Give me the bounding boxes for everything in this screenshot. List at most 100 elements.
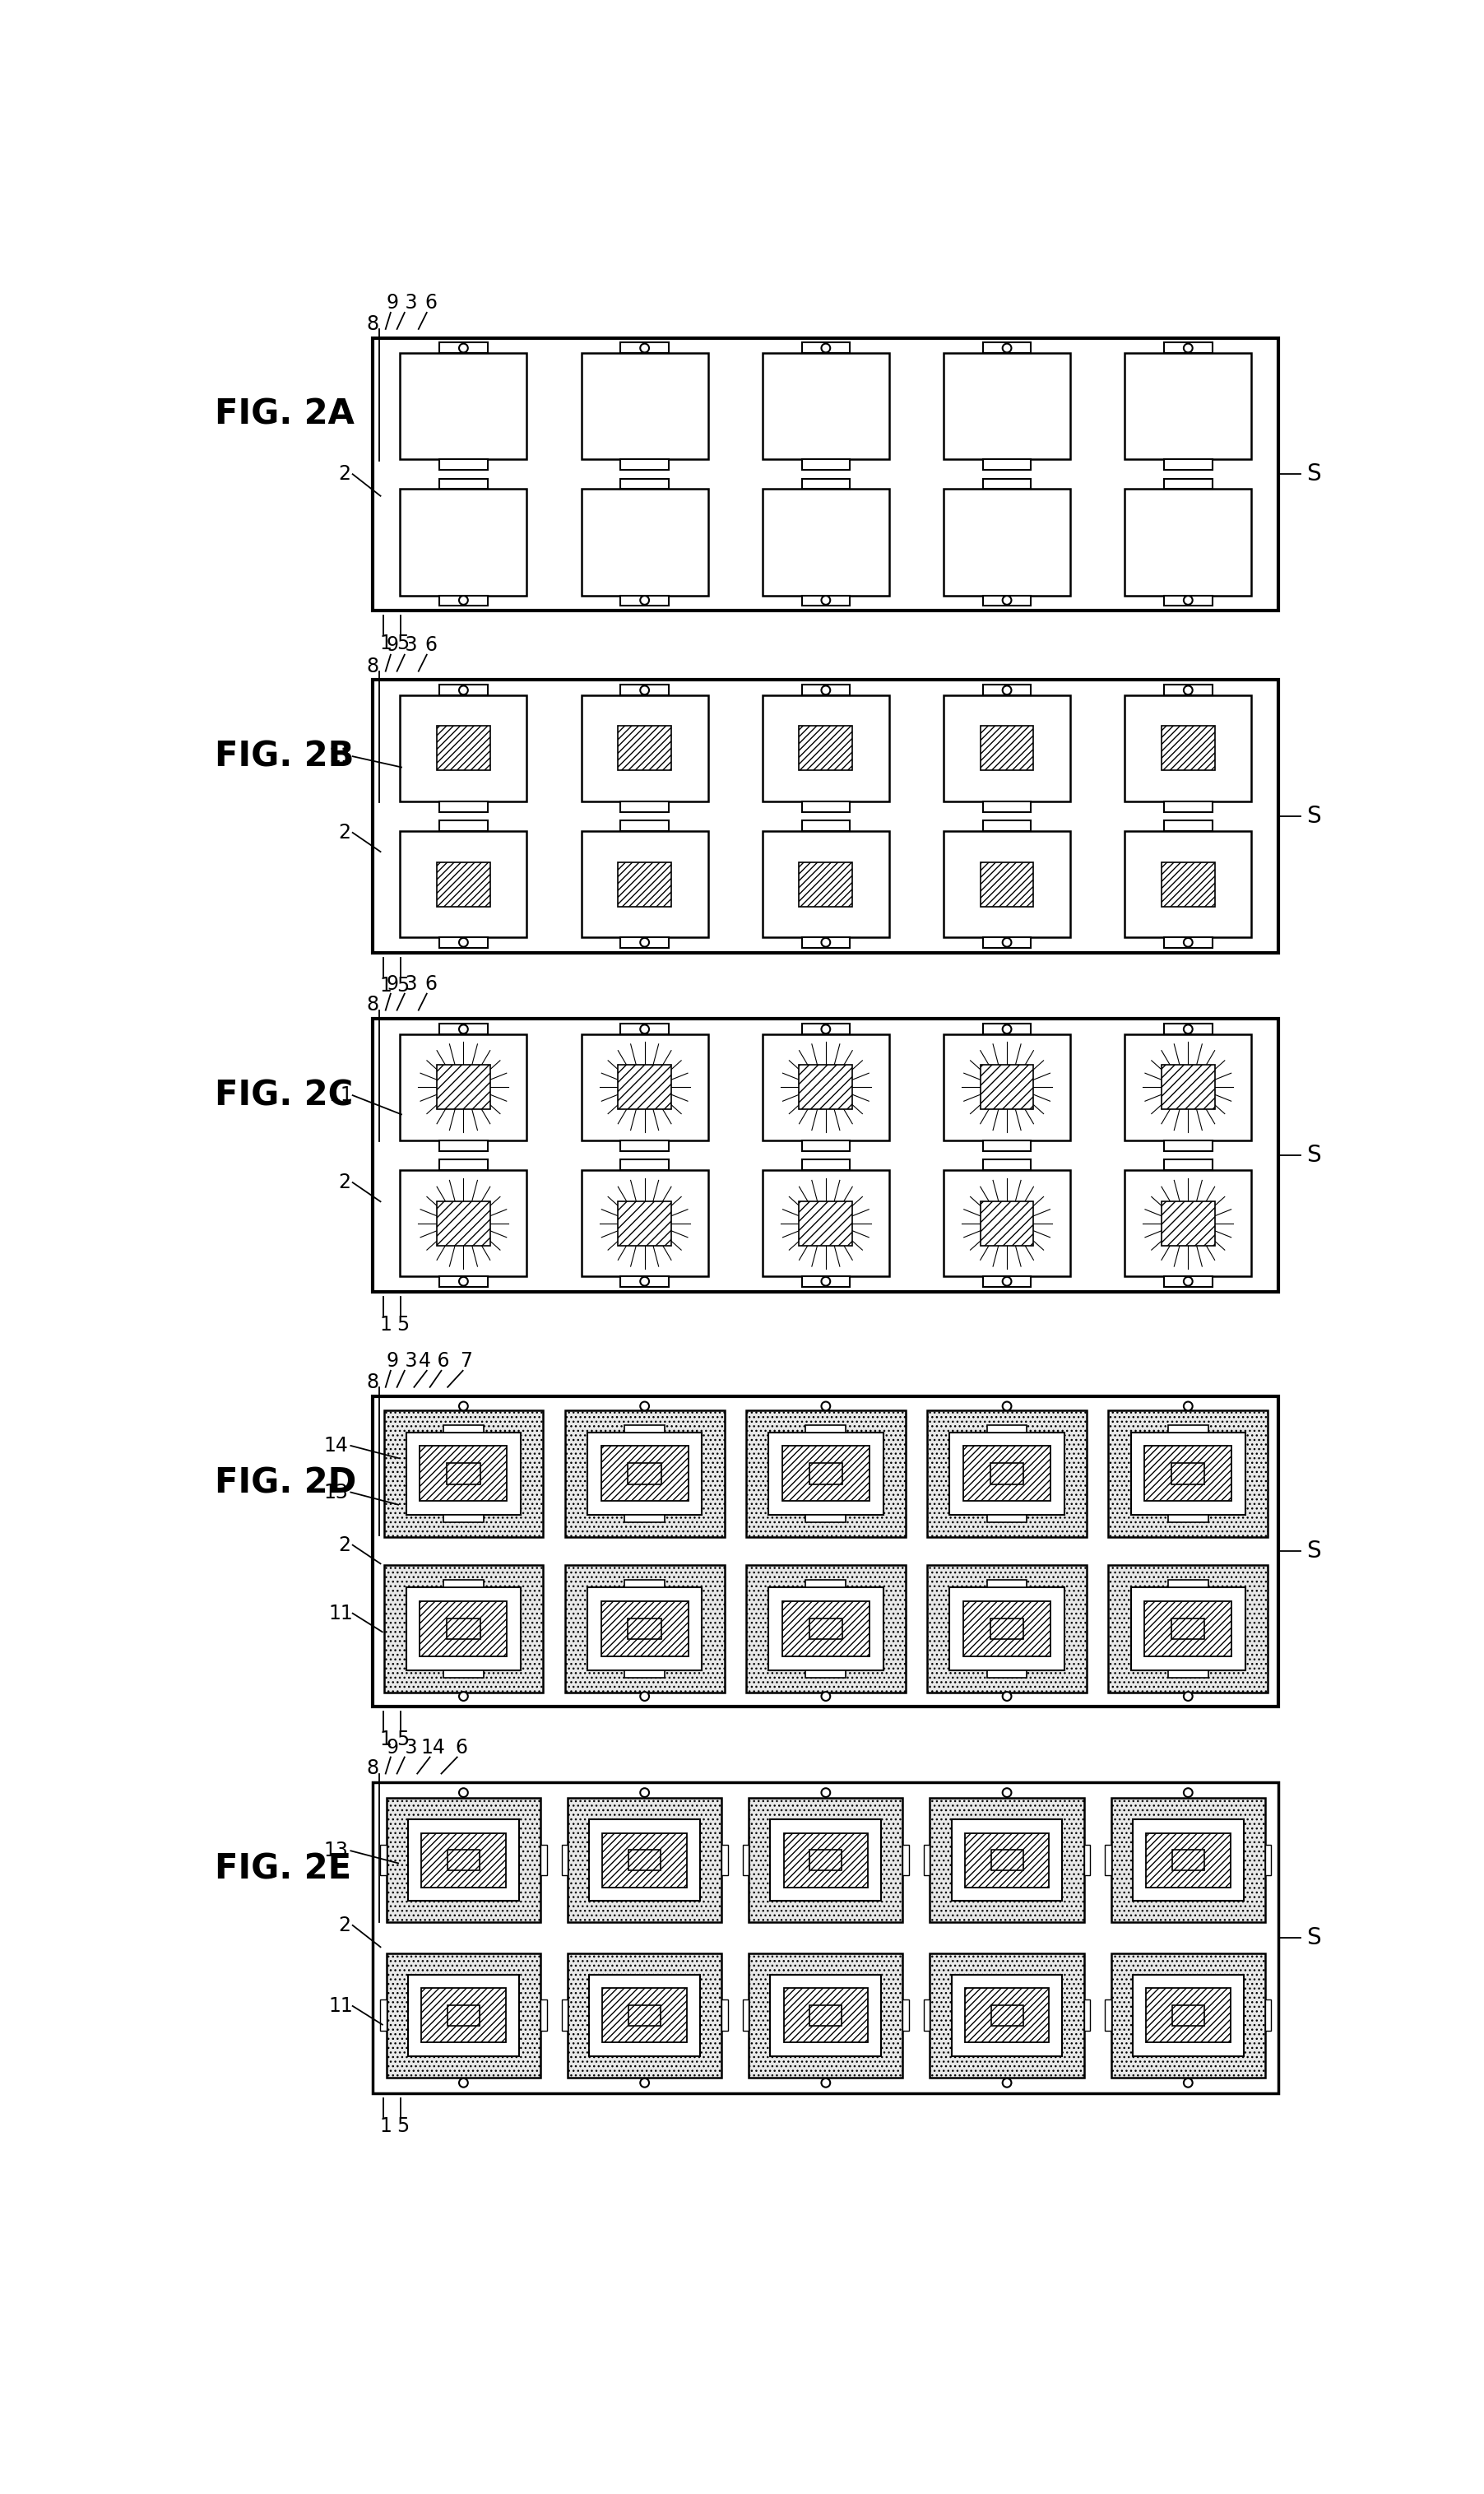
Bar — [1163, 938, 1212, 948]
Text: S: S — [1306, 1145, 1321, 1167]
Circle shape — [1184, 596, 1193, 604]
Circle shape — [1184, 1788, 1193, 1798]
Bar — [801, 1140, 850, 1150]
Bar — [629, 2005, 660, 2025]
Bar — [801, 821, 850, 831]
Bar — [1106, 1846, 1112, 1875]
Bar — [801, 459, 850, 469]
Bar — [806, 1581, 846, 1589]
Bar — [386, 1953, 540, 2078]
Bar — [1163, 342, 1212, 354]
Bar — [810, 1851, 841, 1870]
Bar — [742, 1846, 749, 1875]
Bar — [421, 1833, 506, 1888]
Bar — [963, 1447, 1051, 1501]
Bar — [1163, 683, 1212, 696]
Text: 2: 2 — [338, 1915, 350, 1935]
Text: 8: 8 — [367, 1372, 378, 1392]
Bar — [561, 2000, 568, 2030]
Bar — [809, 1464, 843, 1484]
Bar — [582, 354, 708, 459]
Bar — [1132, 1975, 1244, 2055]
Circle shape — [821, 1402, 830, 1412]
Bar — [1172, 1851, 1204, 1870]
Bar — [950, 1589, 1064, 1671]
Bar — [1109, 1409, 1267, 1536]
Bar — [620, 1277, 669, 1287]
Bar — [1125, 354, 1251, 459]
Bar — [380, 1846, 386, 1875]
Bar — [801, 1160, 850, 1170]
Bar — [372, 1783, 1279, 2092]
Bar — [436, 863, 490, 908]
Circle shape — [459, 1788, 467, 1798]
Bar — [439, 821, 488, 831]
Bar — [1168, 1514, 1208, 1521]
Bar — [902, 1846, 908, 1875]
Bar — [582, 1035, 708, 1140]
Circle shape — [640, 1277, 649, 1287]
Bar — [769, 1432, 883, 1514]
Circle shape — [1184, 344, 1193, 352]
Bar — [1163, 1023, 1212, 1035]
Bar — [800, 726, 852, 771]
Text: S: S — [1306, 461, 1321, 486]
Bar — [982, 683, 1031, 696]
Bar — [1168, 1671, 1208, 1678]
Text: 1: 1 — [380, 633, 392, 653]
Circle shape — [821, 1691, 830, 1701]
Bar — [944, 1170, 1070, 1277]
Circle shape — [459, 596, 467, 604]
Bar — [982, 1140, 1031, 1150]
Bar — [800, 1202, 852, 1245]
Text: 9 3: 9 3 — [387, 636, 417, 656]
Text: 8: 8 — [367, 1758, 378, 1778]
Circle shape — [459, 938, 467, 948]
Bar — [965, 1988, 1049, 2043]
Bar — [401, 1035, 527, 1140]
Circle shape — [1003, 1788, 1012, 1798]
Bar — [902, 2000, 908, 2030]
Bar — [987, 1424, 1027, 1432]
Circle shape — [1003, 1025, 1012, 1033]
Bar — [384, 1409, 543, 1536]
Bar — [582, 696, 708, 801]
Bar — [439, 596, 488, 606]
Bar — [746, 1409, 905, 1536]
Bar — [439, 938, 488, 948]
Bar — [568, 1798, 721, 1923]
Bar — [982, 596, 1031, 606]
Bar — [770, 1821, 881, 1900]
Text: 1: 1 — [380, 975, 392, 995]
Bar — [784, 1988, 868, 2043]
Bar — [421, 1988, 506, 2043]
Bar — [763, 696, 889, 801]
Bar — [721, 2000, 727, 2030]
Bar — [1163, 1140, 1212, 1150]
Circle shape — [1003, 1691, 1012, 1701]
Bar — [806, 1514, 846, 1521]
Bar — [801, 479, 850, 489]
Text: 1: 1 — [380, 1728, 392, 1748]
Bar — [763, 1170, 889, 1277]
Bar — [420, 1447, 508, 1501]
Bar — [384, 1566, 543, 1693]
Bar — [589, 1821, 700, 1900]
Text: 14: 14 — [324, 1437, 349, 1456]
Circle shape — [821, 1277, 830, 1287]
Text: 8: 8 — [367, 656, 378, 676]
Bar — [965, 1833, 1049, 1888]
Bar — [1125, 489, 1251, 596]
Circle shape — [1003, 2078, 1012, 2087]
Bar — [801, 1023, 850, 1035]
Circle shape — [459, 686, 467, 696]
Circle shape — [459, 1025, 467, 1033]
Circle shape — [1003, 938, 1012, 948]
Bar — [601, 1601, 689, 1656]
Bar — [763, 489, 889, 596]
Text: 11: 11 — [328, 746, 353, 766]
Text: 2: 2 — [338, 1172, 350, 1192]
Bar — [372, 681, 1279, 953]
Bar — [401, 489, 527, 596]
Text: 6: 6 — [456, 1738, 467, 1758]
